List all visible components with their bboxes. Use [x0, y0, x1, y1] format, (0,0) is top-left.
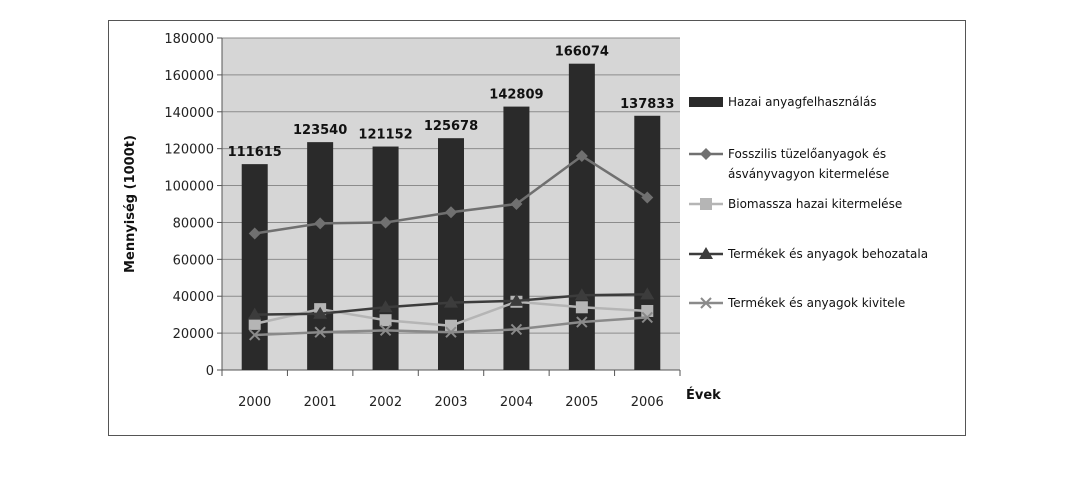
- bar-data-label: 111615: [228, 145, 282, 160]
- bar-data-label: 123540: [293, 123, 347, 138]
- bar: [634, 115, 661, 370]
- x-axis-title: Évek: [686, 387, 721, 403]
- bar-data-label: 125678: [424, 119, 478, 134]
- series-point: [248, 317, 261, 330]
- series-point: [575, 301, 588, 314]
- legend-label: Termékek és anyagok kivitele: [727, 296, 905, 310]
- x-tick-label: 2003: [434, 395, 467, 410]
- series-point: [510, 323, 523, 336]
- series-point: [379, 314, 392, 327]
- y-tick-label: 0: [206, 364, 214, 379]
- y-tick-label: 20000: [173, 327, 214, 342]
- x-tick-label: 2001: [304, 395, 337, 410]
- legend-label: Hazai anyagfelhasználás: [728, 95, 877, 109]
- series-point: [640, 287, 655, 300]
- series-point: [248, 227, 261, 240]
- bar-data-label: 137833: [620, 97, 674, 112]
- legend-marker: [700, 297, 712, 309]
- series-point: [641, 191, 654, 204]
- y-axis-title: Mennyiség (1000t): [123, 135, 138, 273]
- y-tick-label: 160000: [164, 69, 214, 84]
- series-point: [379, 324, 392, 337]
- legend-label: Termékek és anyagok behozatala: [727, 247, 928, 261]
- x-tick-label: 2000: [238, 395, 271, 410]
- series-point: [510, 198, 523, 210]
- series-point: [574, 288, 589, 301]
- series-point: [575, 150, 588, 163]
- series-point: [313, 306, 328, 319]
- legend-marker: [700, 198, 712, 210]
- series-point: [249, 329, 261, 341]
- bar-data-label: 142809: [489, 88, 543, 103]
- legend-swatch: [689, 97, 723, 107]
- series-point: [576, 316, 588, 328]
- series-point: [444, 295, 458, 308]
- y-tick-label: 60000: [173, 253, 214, 268]
- x-tick-label: 2002: [369, 395, 402, 410]
- series-point: [314, 217, 327, 230]
- bar: [241, 164, 268, 370]
- series-point: [445, 326, 457, 338]
- x-tick-label: 2004: [500, 395, 533, 410]
- bar: [503, 106, 530, 370]
- series-point: [641, 304, 654, 317]
- x-tick-label: 2006: [631, 395, 664, 410]
- y-tick-label: 140000: [164, 106, 214, 121]
- bar: [307, 142, 334, 370]
- legend-label: ásványvagyon kitermelése: [728, 167, 889, 181]
- x-tick-label: 2005: [565, 395, 598, 410]
- series-point: [445, 206, 457, 219]
- y-tick-label: 120000: [164, 143, 214, 158]
- bar: [372, 146, 399, 370]
- legend-marker: [700, 148, 712, 160]
- series-point: [247, 307, 262, 320]
- series-point: [445, 319, 457, 332]
- series-point: [378, 300, 393, 313]
- series-point: [509, 293, 524, 306]
- bar: [438, 138, 464, 370]
- legend-label: Fosszilis tüzelőanyagok és: [728, 147, 886, 161]
- legend-marker: [699, 247, 713, 259]
- series-point: [314, 326, 326, 338]
- bar: [568, 63, 595, 371]
- y-tick-label: 40000: [173, 290, 214, 305]
- bar-data-label: 166074: [555, 45, 609, 60]
- y-tick-label: 80000: [173, 216, 214, 231]
- legend-label: Biomassza hazai kitermelése: [728, 197, 902, 211]
- series-point: [641, 311, 653, 324]
- y-tick-label: 100000: [164, 180, 214, 195]
- y-tick-label: 180000: [164, 32, 214, 47]
- bar-data-label: 121152: [358, 128, 412, 143]
- series-point: [379, 216, 392, 229]
